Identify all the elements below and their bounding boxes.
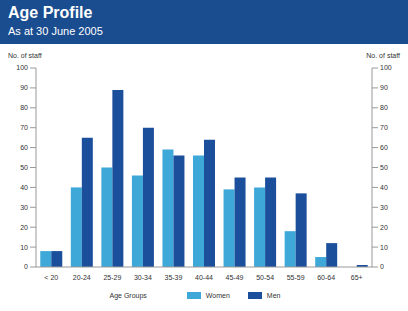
html-text:Age Groups: Age Groups xyxy=(109,292,147,299)
svg-text:90: 90 xyxy=(20,84,28,91)
svg-text:45-49: 45-49 xyxy=(226,274,244,281)
svg-text:25-29: 25-29 xyxy=(103,274,121,281)
svg-text:10: 10 xyxy=(380,244,388,251)
svg-text:40: 40 xyxy=(380,184,388,191)
svg-text:20: 20 xyxy=(380,224,388,231)
html-text:No. of staff: No. of staff xyxy=(8,52,42,59)
svg-text:60: 60 xyxy=(380,144,388,151)
svg-text:35-39: 35-39 xyxy=(165,274,183,281)
html-text:As at 30 June 2005: As at 30 June 2005 xyxy=(8,25,103,37)
svg-text:20-24: 20-24 xyxy=(73,274,91,281)
svg-text:80: 80 xyxy=(20,104,28,111)
svg-text:60: 60 xyxy=(20,144,28,151)
svg-text:0: 0 xyxy=(24,263,28,270)
svg-text:< 20: < 20 xyxy=(44,274,58,281)
svg-text:100: 100 xyxy=(380,64,392,71)
html-text:Men: Men xyxy=(266,292,281,299)
svg-text:70: 70 xyxy=(20,124,28,131)
html-text:No. of staff: No. of staff xyxy=(366,52,400,59)
html-text:Age Profile: Age Profile xyxy=(8,4,93,21)
svg-text:40: 40 xyxy=(20,184,28,191)
svg-text:100: 100 xyxy=(16,64,28,71)
html-text:Women: Women xyxy=(205,292,230,299)
svg-text:30-34: 30-34 xyxy=(134,274,152,281)
svg-text:70: 70 xyxy=(380,124,388,131)
svg-text:50: 50 xyxy=(380,164,388,171)
svg-text:90: 90 xyxy=(380,84,388,91)
svg-text:30: 30 xyxy=(380,204,388,211)
svg-text:65+: 65+ xyxy=(351,274,363,281)
svg-text:50-54: 50-54 xyxy=(256,274,274,281)
svg-text:60-64: 60-64 xyxy=(317,274,335,281)
svg-text:80: 80 xyxy=(380,104,388,111)
svg-text:30: 30 xyxy=(20,204,28,211)
svg-text:20: 20 xyxy=(20,224,28,231)
svg-text:40-44: 40-44 xyxy=(195,274,213,281)
svg-text:55-59: 55-59 xyxy=(287,274,305,281)
svg-text:50: 50 xyxy=(20,164,28,171)
svg-text:10: 10 xyxy=(20,244,28,251)
svg-text:0: 0 xyxy=(380,263,384,270)
